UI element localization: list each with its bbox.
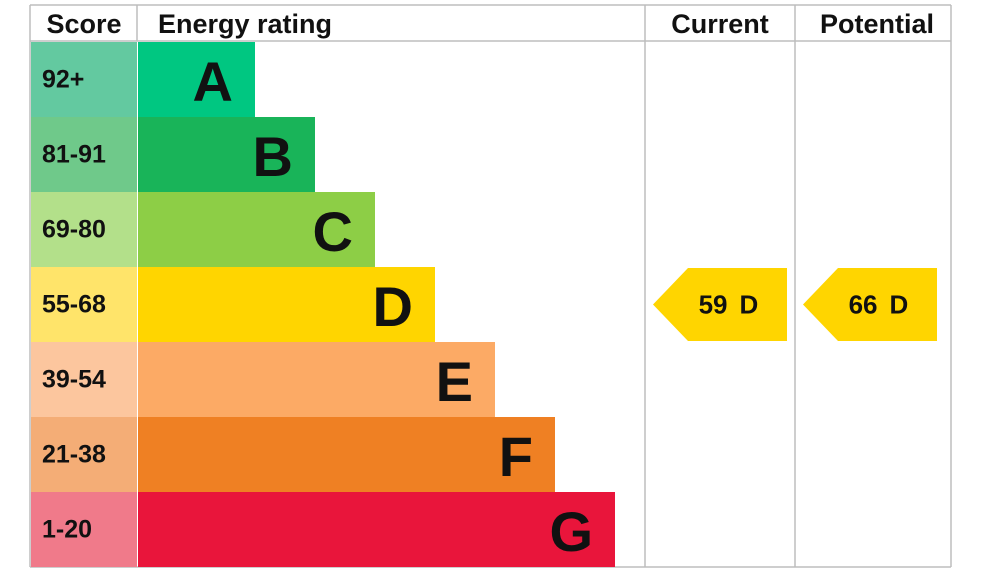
score-cell [31,492,137,567]
band-letter: A [193,50,233,113]
rating-bar [138,117,315,192]
band-letter: G [549,500,593,563]
band-letter: B [253,125,293,188]
current-arrow [653,268,787,341]
potential-indicator: 66 D [803,268,937,341]
potential-value: 66 [849,290,878,320]
score-label: 81-91 [42,141,106,169]
rating-bar [138,267,435,342]
score-cell [31,117,137,192]
band-letter: D [373,275,413,338]
rating-bar [138,42,255,117]
score-label: 1-20 [42,516,92,544]
score-label: 39-54 [42,366,106,394]
score-cell [31,267,137,342]
current-value: 59 [699,290,728,320]
rating-bar [138,417,555,492]
band-letter: C [313,200,353,263]
score-label: 21-38 [42,441,106,469]
current-band: D [740,290,759,320]
header-potential: Potential [820,9,934,39]
header-score: Score [46,9,121,39]
band-letter: F [499,425,533,488]
potential-arrow [803,268,937,341]
score-cell [31,342,137,417]
rating-bar [138,492,615,567]
band-letter: E [436,350,473,413]
potential-band: D [890,290,909,320]
score-label: 92+ [42,66,84,94]
rating-bar [138,342,495,417]
score-label: 69-80 [42,216,106,244]
rating-bar [138,192,375,267]
score-cell [31,42,137,117]
score-cell [31,192,137,267]
score-cell [31,417,137,492]
header-current: Current [671,9,769,39]
score-label: 55-68 [42,291,106,319]
header-rating: Energy rating [158,9,332,39]
current-indicator: 59 D [653,268,787,341]
